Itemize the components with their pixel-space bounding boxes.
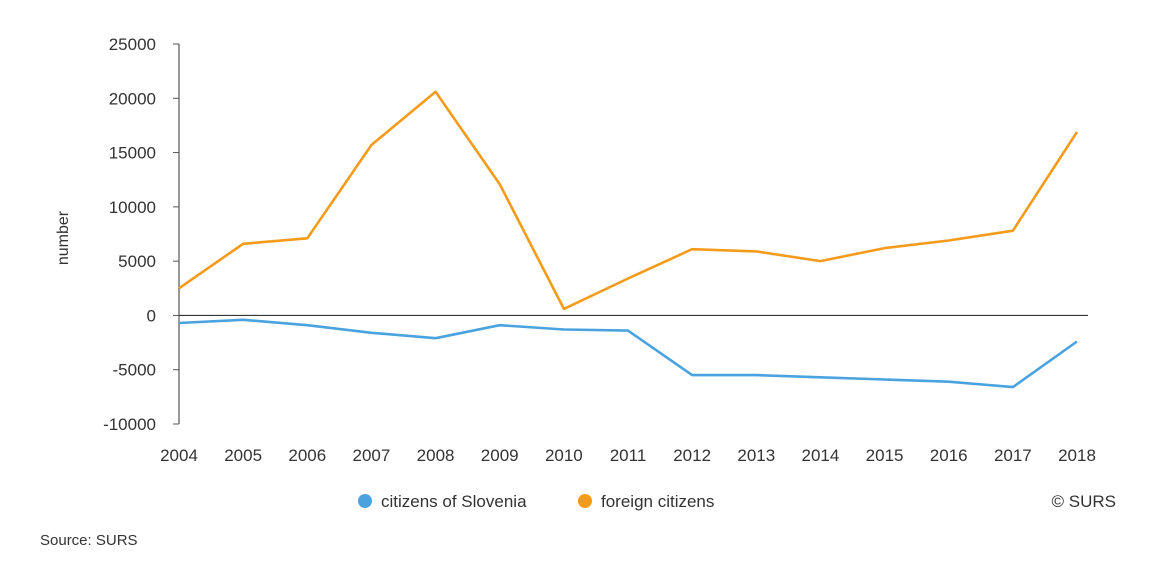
x-axis-ticks: 2004 2005 2006 2007 2008 2009 2010 2011 2012 2013… — [160, 446, 1096, 465]
x-tick-label: 2010 — [545, 446, 583, 465]
x-tick-label: 2006 — [288, 446, 326, 465]
y-tick-label: 10000 — [109, 198, 156, 217]
legend-label-foreign-citizens: foreign citizens — [601, 492, 714, 511]
x-tick-label: 2018 — [1058, 446, 1096, 465]
y-tick-label: 15000 — [109, 144, 156, 163]
copyright-label: © SURS — [1052, 492, 1116, 511]
y-tick-label: 5000 — [118, 252, 156, 271]
x-tick-label: 2005 — [224, 446, 262, 465]
x-tick-label: 2015 — [866, 446, 904, 465]
y-tick-label: 25000 — [109, 35, 156, 54]
legend-label-citizens-of-slovenia: citizens of Slovenia — [381, 492, 527, 511]
x-tick-label: 2012 — [673, 446, 711, 465]
legend-item-citizens-of-slovenia[interactable]: citizens of Slovenia — [358, 492, 527, 511]
y-tick-label: -10000 — [103, 415, 156, 434]
x-tick-label: 2007 — [353, 446, 391, 465]
x-tick-label: 2008 — [417, 446, 455, 465]
y-axis-title: number — [55, 210, 72, 265]
legend: citizens of Slovenia foreign citizens — [358, 492, 714, 511]
x-tick-label: 2009 — [481, 446, 519, 465]
series-line-citizens-of-slovenia — [178, 318, 1078, 389]
x-tick-label: 2004 — [160, 446, 198, 465]
x-tick-label: 2016 — [930, 446, 968, 465]
x-tick-label: 2017 — [994, 446, 1032, 465]
y-tick-label: 0 — [147, 306, 156, 325]
x-tick-label: 2014 — [802, 446, 840, 465]
series-lines — [178, 90, 1079, 389]
series-line-foreign-citizens — [178, 90, 1079, 311]
y-tick-label: 20000 — [109, 89, 156, 108]
x-tick-label: 2013 — [737, 446, 775, 465]
legend-marker-citizens-of-slovenia — [358, 494, 372, 508]
y-axis-ticks: -10000 -5000 0 5000 10000 15000 20000 25000 — [103, 35, 179, 434]
source-note: Source: SURS — [40, 532, 138, 549]
legend-marker-foreign-citizens — [578, 494, 592, 508]
legend-item-foreign-citizens[interactable]: foreign citizens — [578, 492, 714, 511]
y-tick-label: -5000 — [113, 361, 156, 380]
x-tick-label: 2011 — [610, 446, 647, 465]
